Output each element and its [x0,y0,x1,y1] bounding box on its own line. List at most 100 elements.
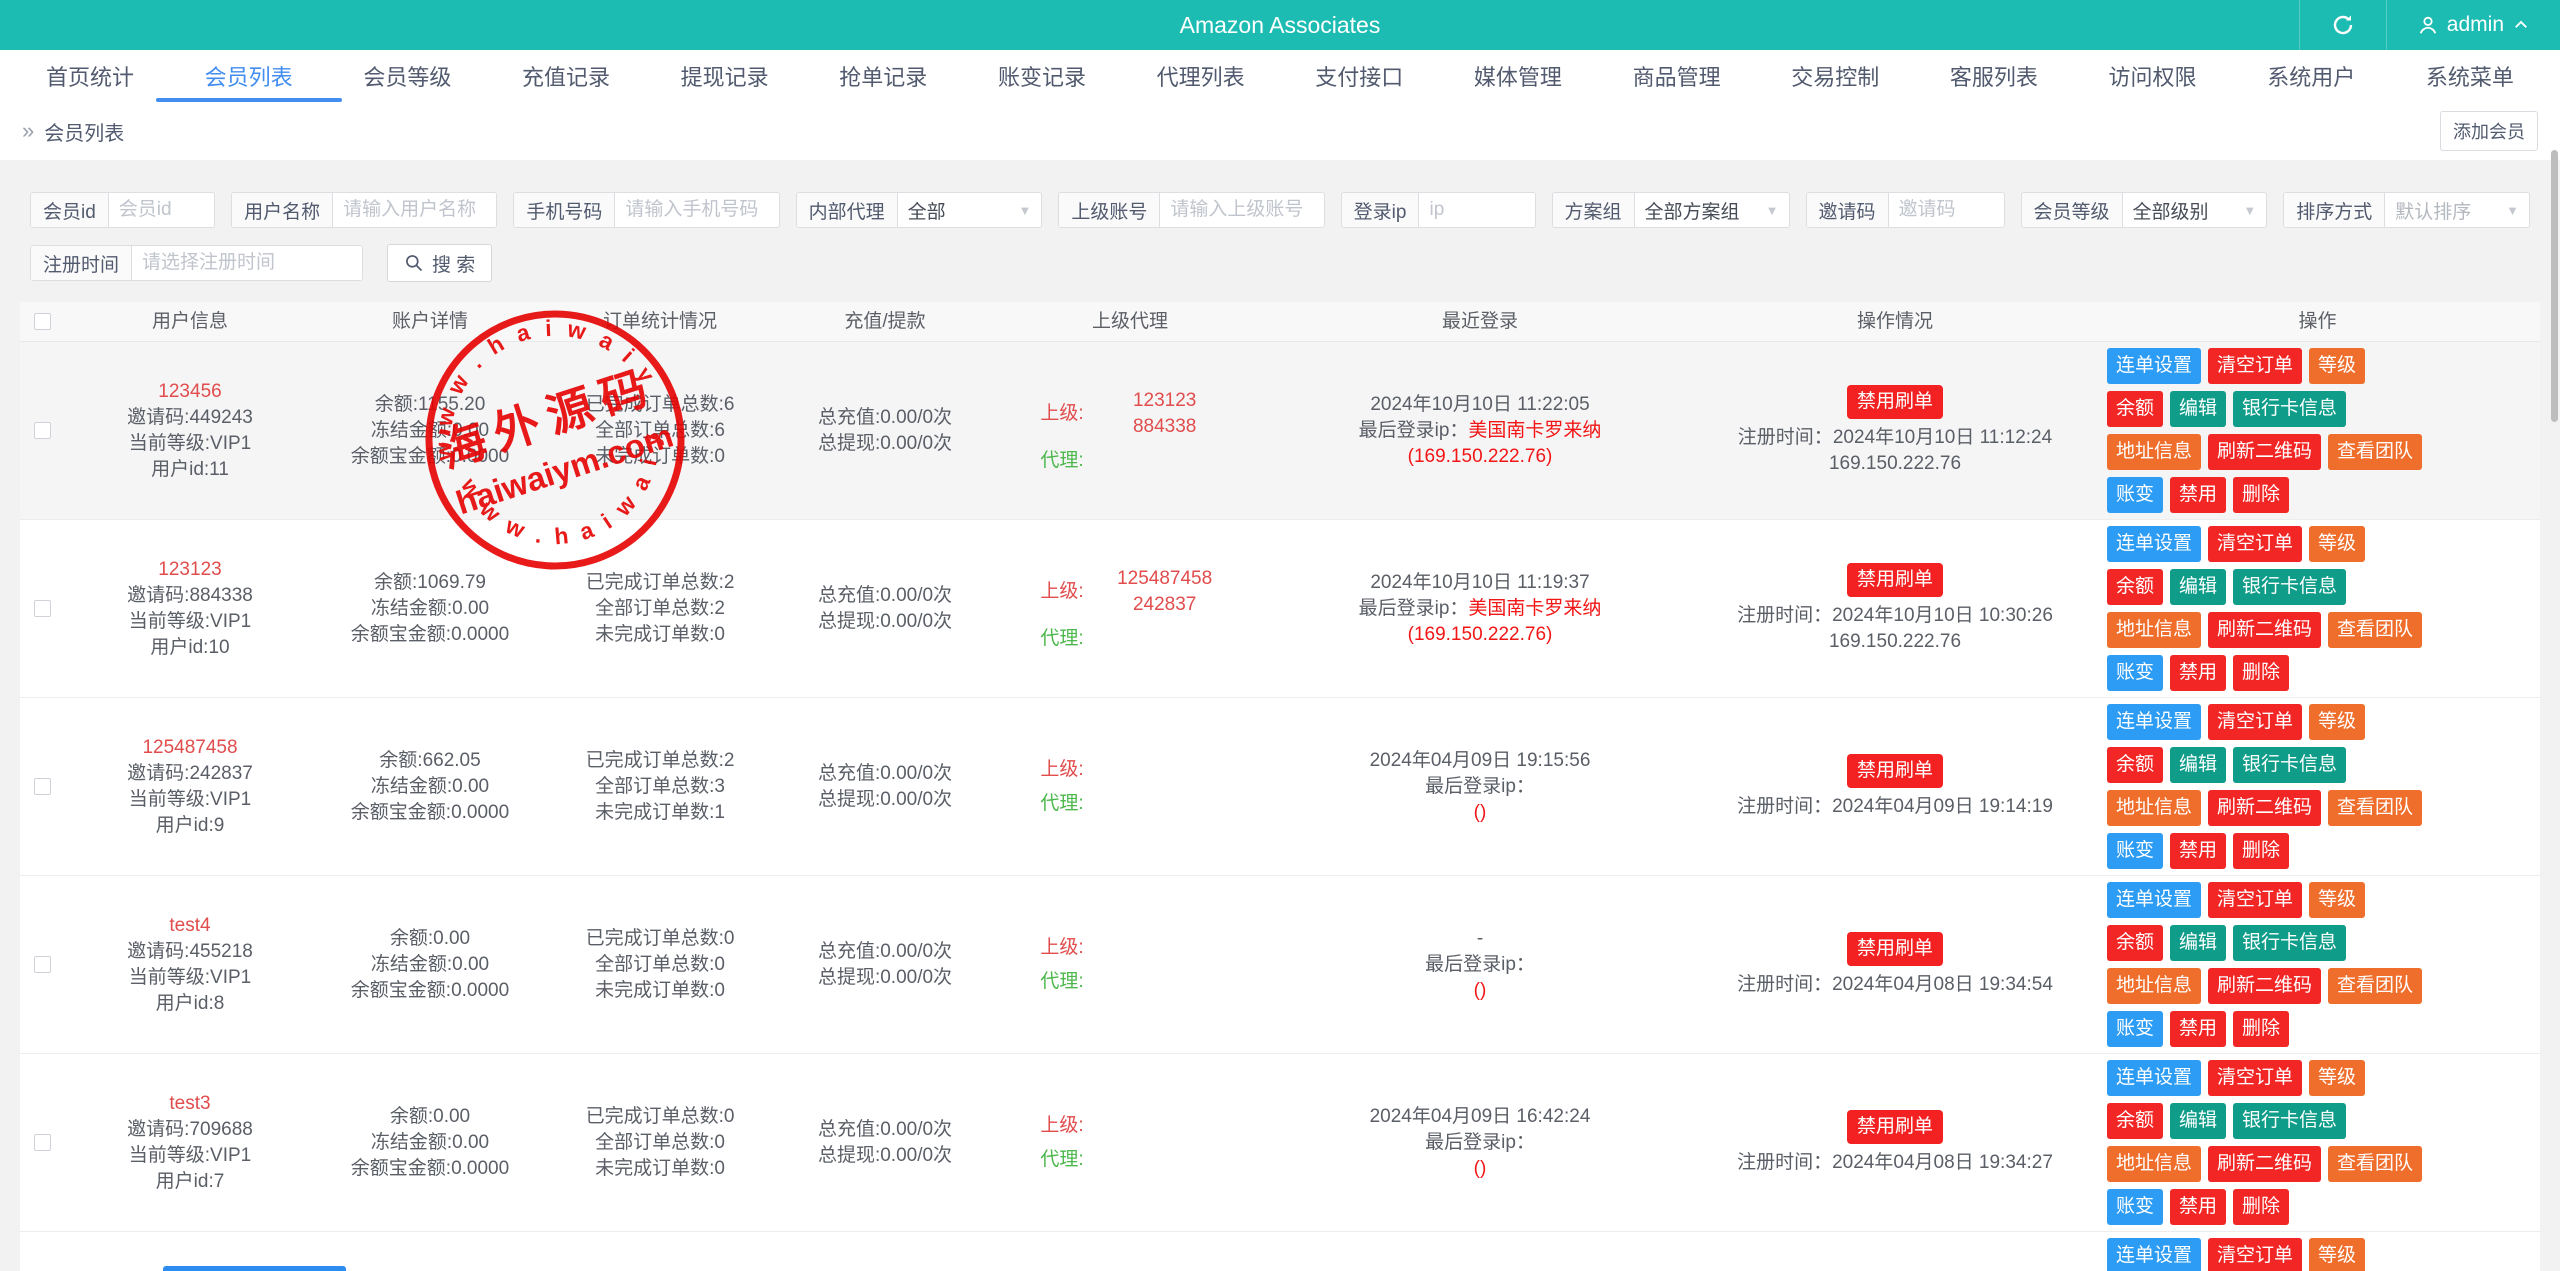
action-button[interactable]: 刷新二维码 [2208,1146,2322,1182]
filter-input[interactable] [1888,193,2004,227]
action-button[interactable]: 清空订单 [2208,882,2303,918]
filter-input[interactable] [108,193,215,227]
nav-tab[interactable]: 账变记录 [997,65,1086,90]
nav-tab[interactable]: 系统菜单 [2425,65,2514,90]
action-button[interactable]: 账变 [2107,1189,2164,1225]
action-button[interactable]: 查看团队 [2328,612,2423,648]
action-button[interactable]: 账变 [2107,1011,2164,1047]
action-button[interactable]: 连单设置 [2107,882,2202,918]
username-link[interactable]: test3 [169,1092,211,1114]
action-button[interactable]: 连单设置 [2107,526,2202,562]
parent-invite-link[interactable]: 884338 [1132,415,1197,437]
action-button[interactable]: 地址信息 [2107,968,2202,1004]
action-button[interactable]: 连单设置 [2107,704,2202,740]
action-button[interactable]: 余额 [2107,925,2164,961]
action-button[interactable]: 余额 [2107,1103,2164,1139]
nav-tab[interactable]: 首页统计 [46,65,135,90]
action-button[interactable]: 余额 [2107,391,2164,427]
action-button[interactable]: 查看团队 [2328,1146,2423,1182]
action-button[interactable]: 地址信息 [2107,790,2202,826]
action-button[interactable]: 等级 [2309,348,2366,384]
username-link[interactable]: 125487458 [142,736,238,758]
action-button[interactable]: 银行卡信息 [2233,1103,2347,1139]
nav-tab[interactable]: 提现记录 [680,65,769,90]
action-button[interactable]: 清空订单 [2208,348,2303,384]
action-button[interactable]: 查看团队 [2328,790,2423,826]
nav-tab[interactable]: 代理列表 [1156,65,1245,90]
action-button[interactable]: 银行卡信息 [2233,747,2347,783]
action-button[interactable]: 清空订单 [2208,1060,2303,1096]
parent-invite-link[interactable]: 242837 [1132,593,1197,615]
action-button[interactable]: 清空订单 [2208,704,2303,740]
action-button[interactable]: 等级 [2309,704,2366,740]
action-button[interactable]: 编辑 [2170,569,2227,605]
nav-tab[interactable]: 客服列表 [1949,65,2038,90]
action-button[interactable]: 查看团队 [2328,968,2423,1004]
parent-account-link[interactable]: 125487458 [1117,567,1213,589]
select-all-checkbox[interactable] [34,312,51,330]
nav-tab[interactable]: 会员列表 [155,50,342,102]
action-button[interactable]: 账变 [2107,833,2164,869]
action-button[interactable]: 刷新二维码 [2208,790,2322,826]
filter-select[interactable]: 全部级别 ▼ [2132,201,2257,223]
action-button[interactable]: 删除 [2233,1189,2290,1225]
vertical-scrollbar[interactable] [2551,150,2558,422]
row-checkbox[interactable] [34,777,51,795]
nav-tab[interactable]: 访问权限 [2108,65,2197,90]
action-button[interactable]: 账变 [2107,655,2164,691]
action-button[interactable]: 等级 [2309,882,2366,918]
nav-tab[interactable]: 支付接口 [1315,65,1404,90]
nav-tab[interactable]: 抢单记录 [839,65,928,90]
action-button[interactable]: 编辑 [2170,925,2227,961]
nav-tab[interactable]: 会员等级 [363,65,452,90]
action-button[interactable]: 禁用 [2170,833,2227,869]
action-button[interactable]: 地址信息 [2107,434,2202,470]
action-button[interactable]: 连单设置 [2107,1060,2202,1096]
nav-tab[interactable]: 媒体管理 [1473,65,1562,90]
filter-select[interactable]: 全部 ▼ [907,201,1032,223]
action-button[interactable]: 删除 [2233,477,2290,513]
action-button[interactable]: 地址信息 [2107,612,2202,648]
action-button[interactable]: 连单设置 [2107,348,2202,384]
action-button[interactable]: 银行卡信息 [2233,391,2347,427]
parent-account-link[interactable]: 123123 [1132,389,1197,411]
filter-input[interactable] [615,193,779,227]
action-button[interactable]: 余额 [2107,569,2164,605]
action-button[interactable]: 清空订单 [2208,1238,2303,1271]
username-link[interactable]: 123456 [158,380,222,402]
action-button[interactable]: 禁用 [2170,1011,2227,1047]
action-button[interactable]: 刷新二维码 [2208,968,2322,1004]
nav-tab[interactable]: 充值记录 [521,65,610,90]
action-button[interactable]: 查看团队 [2328,434,2423,470]
action-button[interactable]: 银行卡信息 [2233,925,2347,961]
action-button[interactable]: 禁用 [2170,477,2227,513]
action-button[interactable]: 清空订单 [2208,526,2303,562]
row-checkbox[interactable] [34,1133,51,1151]
action-button[interactable]: 编辑 [2170,391,2227,427]
nav-tab[interactable]: 商品管理 [1632,65,1721,90]
action-button[interactable]: 编辑 [2170,747,2227,783]
filter-input[interactable] [333,193,497,227]
search-button[interactable]: 搜 索 [387,244,493,282]
action-button[interactable]: 等级 [2309,1238,2366,1271]
action-button[interactable]: 禁用 [2170,655,2227,691]
filter-select[interactable]: 默认排序 ▼ [2395,201,2520,223]
row-checkbox[interactable] [34,599,51,617]
action-button[interactable]: 等级 [2309,526,2366,562]
action-button[interactable]: 刷新二维码 [2208,612,2322,648]
nav-tab[interactable]: 系统用户 [2267,65,2356,90]
add-member-button[interactable]: 添加会员 [2440,111,2538,151]
filter-input[interactable] [1160,193,1324,227]
filter-input[interactable] [1419,193,1535,227]
reg-time-input[interactable] [132,246,363,280]
username-link[interactable]: test4 [169,914,211,936]
action-button[interactable]: 余额 [2107,747,2164,783]
row-checkbox[interactable] [34,421,51,439]
nav-tab[interactable]: 交易控制 [1791,65,1880,90]
user-menu[interactable]: admin [2387,0,2560,50]
action-button[interactable]: 账变 [2107,477,2164,513]
action-button[interactable]: 删除 [2233,833,2290,869]
refresh-button[interactable] [2298,0,2387,50]
filter-select[interactable]: 全部方案组 ▼ [1644,201,1779,223]
action-button[interactable]: 地址信息 [2107,1146,2202,1182]
